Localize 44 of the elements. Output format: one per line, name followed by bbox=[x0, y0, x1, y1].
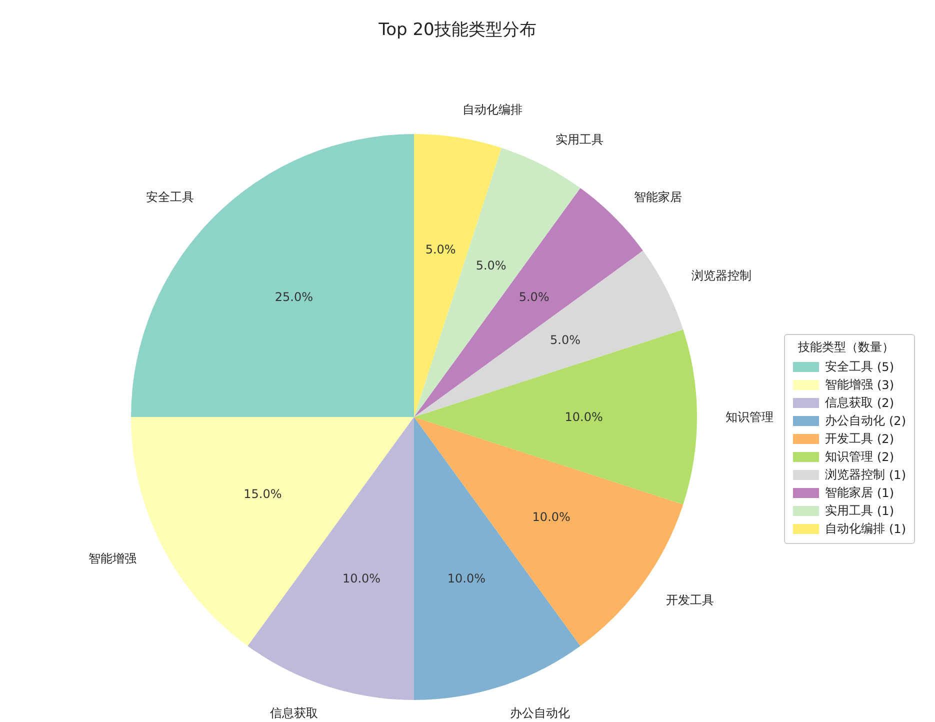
text: (5) bbox=[877, 360, 894, 374]
slice-label: 智能家居 bbox=[634, 190, 682, 204]
text: (2) bbox=[877, 450, 894, 464]
data-label: 10.0% bbox=[564, 410, 603, 424]
slice-label: 实用工具 bbox=[555, 132, 604, 147]
data-label: 25.0% bbox=[274, 290, 313, 304]
data-label: 10.0% bbox=[447, 571, 486, 586]
slice-label: 浏览器控制 bbox=[691, 268, 752, 283]
data-label: 10.0% bbox=[342, 571, 381, 586]
legend-label: 办公自动化 bbox=[825, 414, 885, 428]
data-label: 5.0% bbox=[425, 242, 456, 256]
slice-label: 信息获取 bbox=[270, 706, 318, 720]
slice-label: 自动化编排 bbox=[462, 102, 523, 117]
legend-label: 知识管理 bbox=[825, 450, 873, 464]
data-label: 15.0% bbox=[244, 487, 282, 502]
text: (2) bbox=[877, 396, 894, 410]
pie-slice bbox=[414, 330, 696, 504]
legend-label: 信息获取 bbox=[825, 396, 873, 410]
slice-label: 安全工具 bbox=[146, 190, 194, 204]
data-label: 5.0% bbox=[476, 258, 506, 273]
text: (1) bbox=[889, 468, 906, 482]
text: (1) bbox=[877, 486, 894, 500]
chart-title: Top 20技能类型分布 bbox=[378, 19, 538, 42]
legend-label: 智能增强 bbox=[825, 378, 873, 392]
text: (1) bbox=[889, 522, 906, 536]
legend-label: 智能家居 bbox=[825, 486, 873, 500]
slice-label: 开发工具 bbox=[666, 592, 714, 607]
data-label: 5.0% bbox=[550, 332, 581, 347]
legend-label: 实用工具 bbox=[825, 504, 873, 518]
text: (3) bbox=[877, 378, 894, 392]
text: (2) bbox=[877, 432, 894, 446]
text: (2) bbox=[889, 414, 906, 428]
legend-label: 安全工具 bbox=[825, 360, 873, 374]
data-label: 10.0% bbox=[532, 510, 570, 524]
text: (1) bbox=[877, 504, 894, 518]
legend-label: 浏览器控制 bbox=[825, 468, 885, 482]
slice-label: 知识管理 bbox=[725, 410, 774, 424]
slice-label: 智能增强 bbox=[88, 551, 137, 566]
slice-label: 办公自动化 bbox=[510, 706, 570, 720]
legend-label: 开发工具 bbox=[825, 432, 873, 446]
legend-title: 技能类型（数量） bbox=[797, 339, 895, 356]
pie-slice bbox=[131, 134, 414, 417]
data-label: 5.0% bbox=[518, 290, 550, 304]
legend-label: 自动化编排 bbox=[825, 522, 885, 536]
